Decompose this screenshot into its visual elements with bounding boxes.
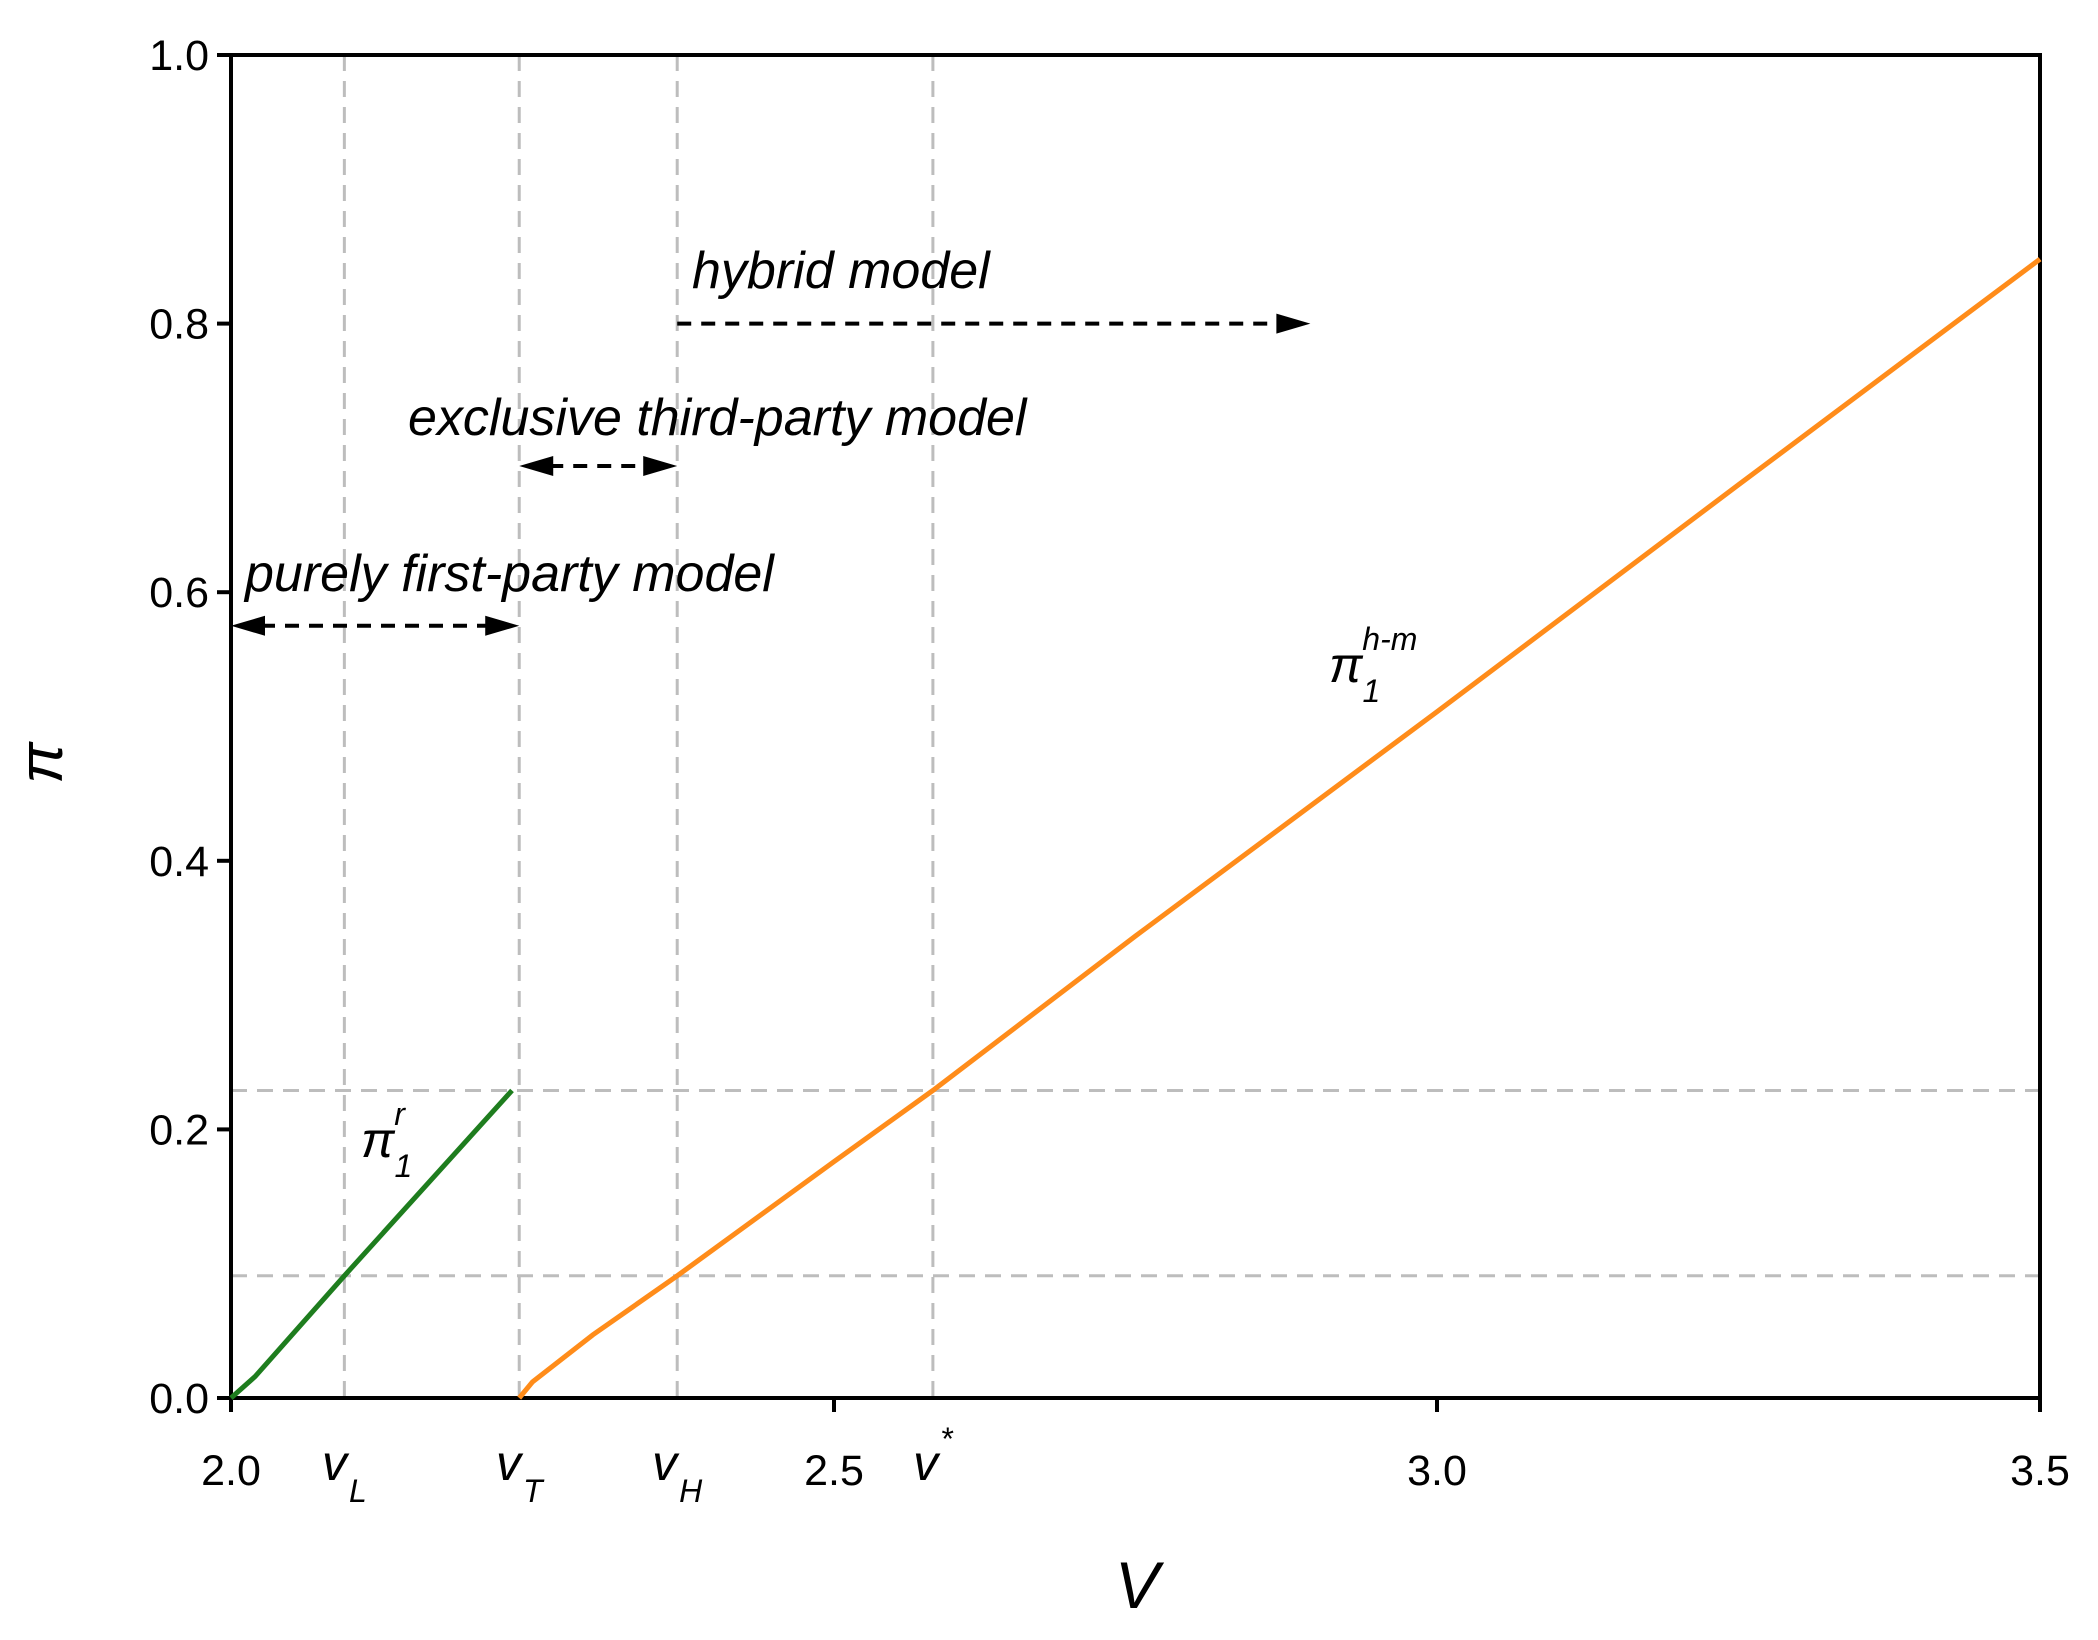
- x-special-label: vH: [652, 1435, 703, 1509]
- label-main: π: [1329, 637, 1364, 693]
- y-tick-label: 0.0: [149, 1375, 209, 1423]
- label-sup: *: [940, 1421, 954, 1457]
- x-special-label: vL: [322, 1435, 367, 1509]
- x-special-label: v*: [913, 1421, 954, 1491]
- y-axis-title: π: [7, 741, 76, 784]
- y-tick-label: 0.6: [149, 569, 209, 617]
- line-series: [229, 1088, 514, 1400]
- x-tick-label: 3.0: [1407, 1447, 1467, 1495]
- x-tick-label: 2.0: [201, 1447, 261, 1495]
- label-main: π: [361, 1112, 396, 1168]
- y-tick-label: 0.2: [149, 1106, 209, 1154]
- arrow-head: [643, 455, 678, 476]
- label-sub: L: [349, 1473, 367, 1509]
- arrow-head: [1276, 313, 1311, 334]
- line-series: [517, 257, 2042, 1400]
- label-main: v: [652, 1435, 680, 1491]
- label-sub: H: [679, 1473, 703, 1509]
- annotation-text: hybrid model: [692, 242, 991, 300]
- arrow-head: [519, 455, 554, 476]
- x-tick-label: 2.5: [804, 1447, 864, 1495]
- label-sub: 1: [395, 1148, 413, 1184]
- x-tick-label: 3.5: [2010, 1447, 2070, 1495]
- x-axis-title: V: [1115, 1548, 1165, 1622]
- label-sub: 1: [1363, 673, 1381, 709]
- arrow-head: [231, 615, 265, 636]
- annotation-text: exclusive third-party model: [408, 389, 1028, 447]
- label-main: v: [496, 1435, 524, 1491]
- y-tick-label: 0.4: [149, 838, 209, 886]
- y-tick-label: 1.0: [149, 32, 209, 80]
- y-tick-label: 0.8: [149, 301, 209, 349]
- annotation-text: purely first-party model: [243, 545, 775, 603]
- series-label: π1 h-m: [1329, 621, 1417, 709]
- series-label: π1 r: [361, 1096, 412, 1184]
- label-sup: r: [394, 1096, 406, 1132]
- label-sup: h-m: [1362, 621, 1417, 657]
- label-sub: T: [523, 1473, 545, 1509]
- arrow-head: [485, 615, 520, 636]
- label-main: v: [322, 1435, 350, 1491]
- plot-frame: [229, 53, 2042, 1400]
- x-special-label: vT: [496, 1435, 545, 1509]
- label-main: v: [913, 1435, 941, 1491]
